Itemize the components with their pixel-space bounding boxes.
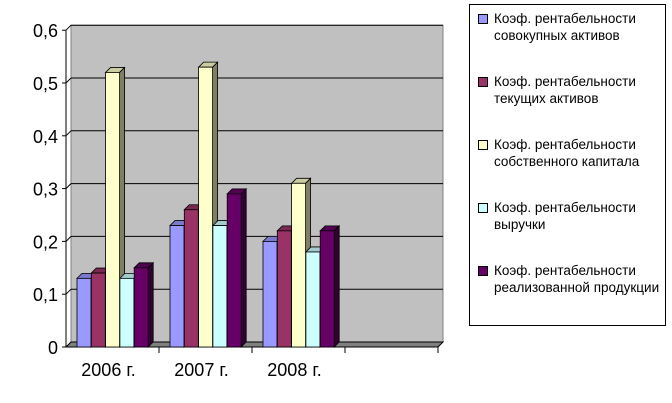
legend-label: Коэф. рентабельности текущих активов — [494, 74, 636, 106]
bar — [262, 240, 278, 348]
x-tick-label: 2008 г. — [267, 360, 321, 380]
legend: Коэф. рентабельности совокупных активов К… — [469, 4, 666, 326]
gridline-diagonal — [65, 24, 72, 31]
bar — [226, 193, 242, 348]
bar — [319, 230, 335, 348]
bar — [133, 267, 149, 348]
bar-side — [240, 187, 247, 348]
y-tick-label: 0 — [48, 338, 58, 358]
gridline-diagonal — [65, 288, 72, 295]
y-tick-label: 0,1 — [33, 285, 58, 305]
bar — [276, 230, 292, 348]
legend-item: Коэф. рентабельности выручки — [478, 199, 664, 233]
bar — [183, 209, 199, 348]
bar — [105, 72, 120, 348]
gridline-diagonal — [65, 236, 72, 242]
bar-side — [147, 261, 154, 348]
bar — [198, 66, 214, 348]
bar — [169, 225, 185, 348]
bar — [291, 182, 307, 348]
gridline-diagonal — [65, 183, 72, 189]
y-tick-label: 0,4 — [33, 127, 58, 147]
gridline-diagonal — [65, 130, 72, 137]
legend-item: Коэф. рентабельности совокупных активов — [478, 10, 664, 44]
legend-swatch — [478, 266, 488, 276]
gridline-diagonal — [65, 77, 72, 84]
x-tick-label: 2006 г. — [81, 360, 135, 380]
legend-label: Коэф. рентабельности совокупных активов — [494, 11, 636, 43]
y-tick-label: 0,6 — [33, 21, 58, 41]
y-tick-label: 0,2 — [33, 232, 58, 252]
y-tick-label: 0,3 — [33, 180, 58, 200]
legend-swatch — [478, 203, 488, 213]
legend-item: Коэф. рентабельности текущих активов — [478, 73, 664, 107]
legend-label: Коэф. рентабельности реализованной проду… — [494, 263, 660, 295]
bar — [90, 272, 106, 348]
bar — [119, 277, 135, 348]
legend-label: Коэф. рентабельности собственного капита… — [494, 137, 640, 169]
legend-label: Коэф. рентабельности выручки — [494, 200, 636, 232]
legend-swatch — [478, 140, 488, 150]
bar — [305, 251, 321, 348]
y-tick-label: 0,5 — [33, 74, 58, 94]
bar — [212, 225, 228, 348]
legend-swatch — [478, 14, 488, 24]
x-tick-label: 2007 г. — [174, 360, 228, 380]
legend-item: Коэф. рентабельности реализованной проду… — [478, 262, 664, 296]
bar — [76, 277, 92, 348]
legend-item: Коэф. рентабельности собственного капита… — [478, 136, 664, 170]
bar-side — [333, 224, 340, 348]
legend-swatch — [478, 77, 488, 87]
